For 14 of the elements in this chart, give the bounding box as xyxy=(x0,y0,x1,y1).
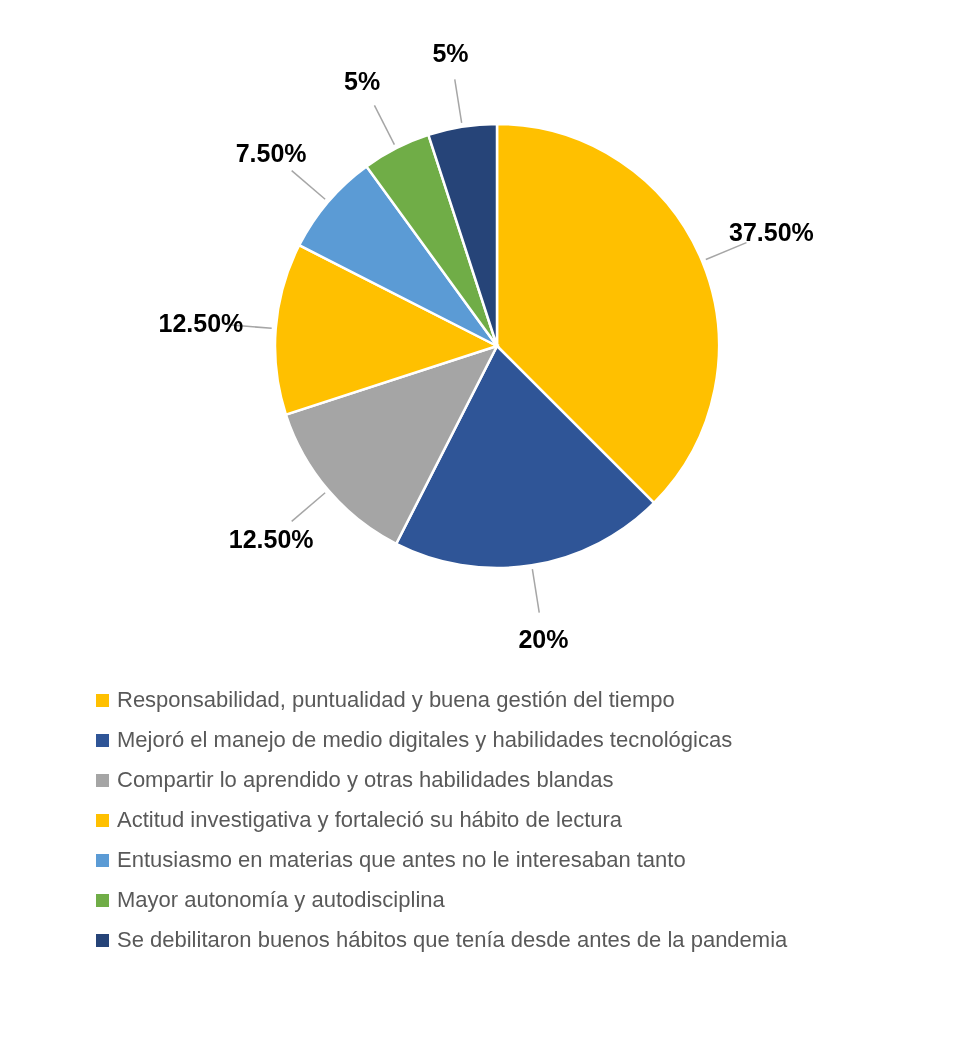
legend-label: Compartir lo aprendido y otras habilidades blandas xyxy=(117,767,614,793)
legend-label: Mayor autonomía y autodisciplina xyxy=(117,887,445,913)
legend-label: Entusiasmo en materias que antes no le interesaban tanto xyxy=(117,847,686,873)
data-label: 37.50% xyxy=(728,218,814,247)
data-label: 12.50% xyxy=(228,524,314,553)
legend-label: Mejoró el manejo de medio digitales y habilidades tecnológicas xyxy=(117,727,733,753)
data-label: 7.50% xyxy=(235,139,307,168)
data-label: 20% xyxy=(518,625,569,654)
data-label: 5% xyxy=(344,67,381,96)
legend-label: Actitud investigativa y fortaleció su hábito de lectura xyxy=(117,807,623,833)
legend-label: Se debilitaron buenos hábitos que tenía desde antes de la pandemia xyxy=(117,927,788,953)
data-label: 5% xyxy=(432,38,469,67)
data-label: 12.50% xyxy=(158,308,244,337)
legend-label: Responsabilidad, puntualidad y buena gestión del tiempo xyxy=(117,687,675,713)
